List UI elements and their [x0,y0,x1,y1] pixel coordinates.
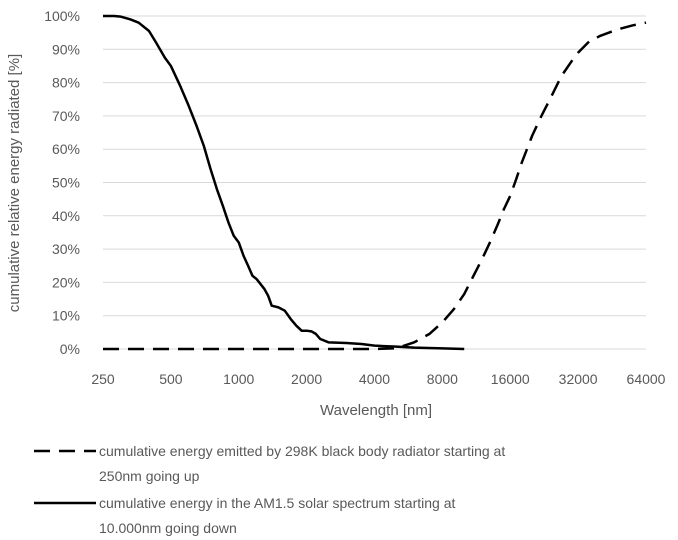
y-tick-label: 50% [52,175,80,191]
x-axis-title: Wavelength [nm] [320,402,432,419]
x-tick-label: 16000 [491,371,530,387]
x-tick-label: 2000 [291,371,322,387]
series-layer [103,14,647,351]
y-tick-label: 80% [52,75,80,91]
x-tick-label: 8000 [427,371,458,387]
y-tick-label: 30% [52,241,80,257]
x-tick-label: 64000 [627,371,666,387]
x-tick-label: 500 [159,371,183,387]
legend-label-blackbody: cumulative energy emitted by 298K black … [99,443,505,484]
y-tick-label: 100% [44,8,80,24]
y-tick-label: 70% [52,108,80,124]
y-axis-title: cumulative relative energy radiated [%] [6,54,23,312]
x-tick-label: 1000 [223,371,254,387]
y-tick-labels: 0% 10% 20% 30% 40% 50% 60% 70% 80% 90% 100% [44,8,80,357]
y-tick-label: 20% [52,274,80,290]
series-blackbody-line [103,21,647,351]
x-tick-label: 32000 [559,371,598,387]
y-tick-label: 90% [52,41,80,57]
y-tick-label: 60% [52,141,80,157]
legend-label-solar: cumulative energy in the AM1.5 solar spe… [99,495,456,536]
y-tick-label: 0% [60,341,80,357]
series-solar-line [103,14,465,351]
x-tick-label: 250 [91,371,115,387]
x-tick-label: 4000 [359,371,390,387]
y-tick-label: 10% [52,308,80,324]
grid-layer [103,15,646,350]
x-tick-labels: 250 500 1000 2000 4000 8000 16000 32000 64000 [91,371,665,387]
y-tick-label: 40% [52,208,80,224]
legend: cumulative energy emitted by 298K black … [34,443,505,536]
